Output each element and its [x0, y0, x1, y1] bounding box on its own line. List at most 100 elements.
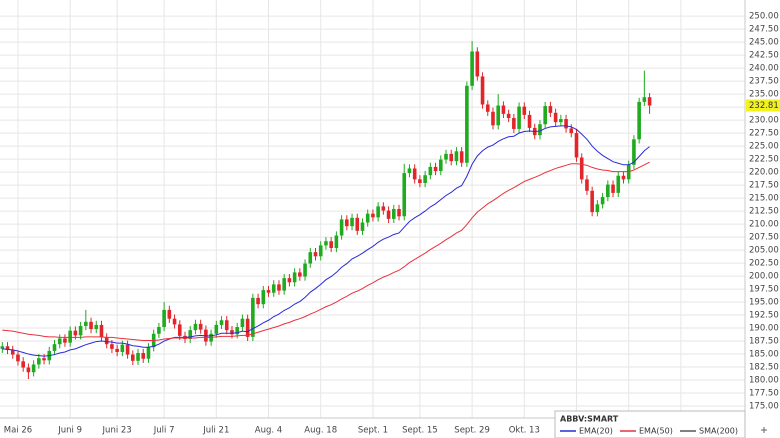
- candle-body: [522, 106, 527, 115]
- candle-body: [52, 344, 57, 351]
- candle-body: [506, 113, 511, 119]
- candle-body: [318, 245, 323, 257]
- candle-body: [611, 184, 615, 193]
- y-tick-label: 242.50: [749, 51, 779, 61]
- candle-body: [475, 51, 480, 77]
- candle-body: [89, 321, 93, 330]
- candle-body: [433, 166, 438, 172]
- candle-body: [26, 367, 31, 373]
- x-tick-label: Aug. 4: [255, 426, 282, 436]
- y-tick-label: 182.50: [749, 363, 779, 373]
- candle-body: [517, 106, 521, 129]
- candle-body: [5, 346, 10, 350]
- x-tick-label: Juli 7: [153, 426, 175, 436]
- candle-body: [616, 175, 621, 193]
- candle-body: [365, 213, 370, 223]
- candle-body: [626, 164, 631, 180]
- candle-body: [569, 128, 574, 134]
- candle-body: [642, 97, 647, 102]
- candle-body: [590, 190, 594, 213]
- y-tick-label: 180.00: [749, 376, 779, 386]
- indicator-line: [2, 161, 650, 342]
- candle-body: [465, 85, 469, 163]
- y-tick-label: 202.50: [749, 259, 779, 269]
- candle-body: [438, 159, 443, 172]
- candle-body: [31, 364, 36, 373]
- candle-body: [600, 197, 605, 205]
- candle-body: [271, 284, 276, 293]
- candle-body: [595, 204, 600, 213]
- legend-label: EMA(20): [579, 427, 613, 436]
- x-tick-label: Mai 26: [4, 426, 32, 436]
- x-tick-label: Juni 9: [57, 426, 82, 436]
- candle-body: [245, 318, 250, 337]
- x-tick-label: Sept. 15: [402, 426, 438, 436]
- candle-body: [261, 290, 266, 305]
- candle-body: [585, 179, 589, 191]
- candle-body: [501, 105, 506, 114]
- candle-body: [172, 318, 177, 325]
- candle-body: [407, 168, 412, 174]
- candle-body: [0, 346, 5, 349]
- candle-body: [78, 325, 83, 336]
- candle-body: [371, 213, 375, 218]
- candle-body: [282, 278, 286, 291]
- legend-box: [554, 410, 746, 438]
- candle-body: [621, 175, 626, 180]
- candle-body: [188, 330, 193, 339]
- last-price-box: [746, 99, 780, 112]
- candle-body: [235, 327, 239, 335]
- candle-body: [345, 219, 349, 227]
- candle-body: [548, 106, 553, 113]
- y-tick-label: 195.00: [749, 298, 779, 308]
- candle-body: [115, 348, 119, 352]
- candle-body: [637, 101, 641, 140]
- candle-body: [574, 133, 579, 158]
- add-icon[interactable]: [761, 427, 767, 433]
- x-tick-label: Okt. 13: [509, 426, 540, 436]
- candle-body: [94, 324, 99, 330]
- y-tick-label: 200.00: [749, 272, 779, 282]
- candle-body: [559, 119, 563, 123]
- y-tick-label: 225.00: [749, 142, 779, 152]
- candle-body: [454, 151, 459, 162]
- candle-body: [376, 206, 380, 218]
- last-price-label: 232.81: [749, 101, 779, 111]
- candle-body: [308, 252, 313, 264]
- candle-body: [423, 175, 427, 184]
- candle-body: [491, 111, 495, 126]
- candle-body: [392, 209, 396, 219]
- x-tick-label: Juli 21: [202, 426, 229, 436]
- marks: [0, 41, 652, 380]
- candle-body: [16, 354, 20, 362]
- candle-body: [141, 353, 146, 359]
- candle-body: [632, 139, 636, 165]
- candle-body: [146, 347, 151, 359]
- y-tick-label: 245.00: [749, 38, 779, 48]
- candle-body: [350, 217, 354, 227]
- candle-body: [355, 217, 360, 231]
- candle-body: [157, 327, 161, 334]
- candle-body: [386, 210, 391, 219]
- candle-body: [198, 323, 203, 330]
- candle-body: [37, 358, 41, 365]
- y-tick-label: 177.50: [749, 389, 779, 399]
- y-tick-label: 205.00: [749, 246, 779, 256]
- y-tick-label: 227.50: [749, 129, 779, 139]
- candle-body: [444, 153, 448, 160]
- y-tick-label: 247.50: [749, 25, 779, 35]
- labels: 175.00 177.50 180.00 182.50 185.00 187.50 190.…: [4, 12, 780, 436]
- candle-body: [313, 252, 318, 257]
- candle-body: [397, 209, 401, 217]
- candle-body: [329, 241, 333, 248]
- candle-body: [334, 235, 339, 248]
- y-tick-label: 197.50: [749, 285, 779, 295]
- candle-body: [298, 272, 302, 277]
- candle-body: [42, 358, 46, 361]
- y-tick-label: 210.00: [749, 220, 779, 230]
- candle-body: [538, 124, 542, 136]
- candle-body: [287, 278, 292, 283]
- candle-body: [303, 263, 307, 277]
